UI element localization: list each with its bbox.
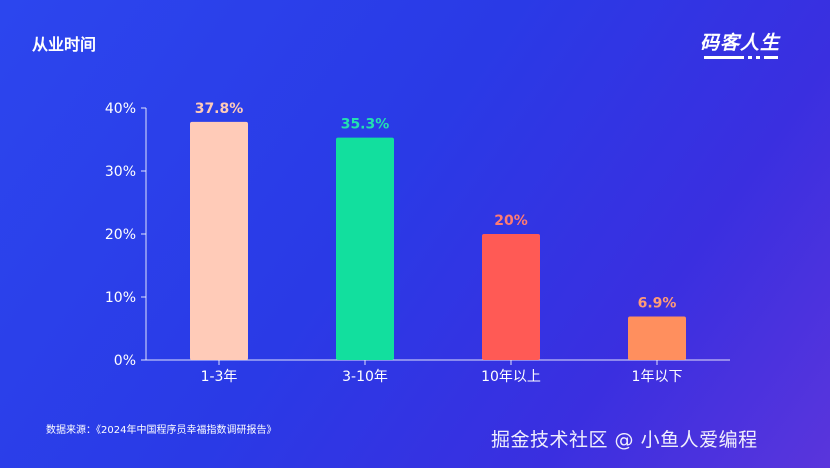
brand-logo: 码客人生	[700, 28, 790, 68]
y-tick-label: 0%	[114, 353, 136, 369]
logo-text: 码客人生	[700, 32, 781, 54]
bar-value-label: 20%	[494, 213, 528, 229]
bar	[336, 137, 394, 360]
logo-underline-graphic	[704, 56, 778, 59]
y-tick-label: 40%	[105, 101, 136, 117]
y-tick-label: 30%	[105, 164, 136, 180]
watermark: 掘金技术社区 @ 小鱼人爱编程	[491, 429, 758, 451]
x-tick-label: 1-3年	[201, 369, 238, 385]
x-tick-label: 10年以上	[481, 369, 541, 385]
bar-value-label: 37.8%	[195, 101, 244, 117]
y-tick-label: 20%	[105, 227, 136, 243]
x-tick-label: 1年以下	[632, 369, 683, 385]
data-source-note: 数据来源：《2024年中国程序员幸福指数调研报告》	[46, 425, 277, 436]
y-tick-label: 10%	[105, 290, 136, 306]
bar-value-label: 35.3%	[341, 117, 390, 133]
y-axis: 0% 10% 20% 30% 40%	[105, 101, 147, 369]
x-tick-label: 3-10年	[342, 369, 388, 385]
x-axis: 1-3年 3-10年 10年以上 1年以下	[146, 359, 730, 385]
bar	[482, 234, 540, 360]
bar	[190, 121, 248, 360]
chart-title: 从业时间	[32, 35, 97, 54]
bars-group: 37.8% 35.3% 20% 6.9%	[190, 101, 686, 360]
bar-value-label: 6.9%	[638, 296, 677, 312]
bar	[628, 316, 686, 360]
